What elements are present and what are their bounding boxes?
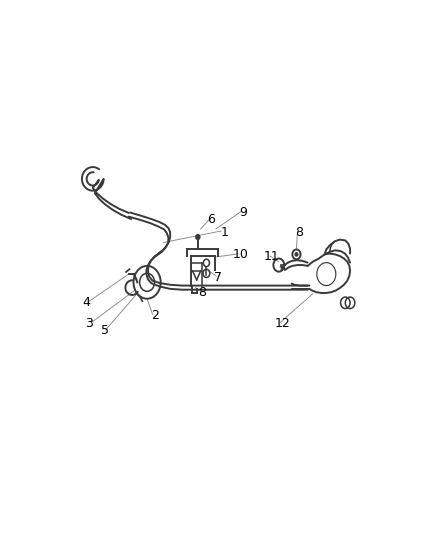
Text: 11: 11 [264,251,280,263]
Text: 7: 7 [214,271,222,284]
Text: 5: 5 [101,324,109,337]
Text: 6: 6 [207,213,215,227]
Text: 2: 2 [151,309,159,321]
Text: 8: 8 [198,286,206,299]
Text: 8: 8 [295,226,303,239]
Text: 3: 3 [85,317,92,330]
Text: 4: 4 [82,296,90,309]
Text: 10: 10 [233,248,249,261]
Text: 9: 9 [239,206,247,219]
Circle shape [295,253,298,256]
Circle shape [196,235,200,239]
Text: 1: 1 [221,226,228,239]
Text: 12: 12 [274,317,290,330]
